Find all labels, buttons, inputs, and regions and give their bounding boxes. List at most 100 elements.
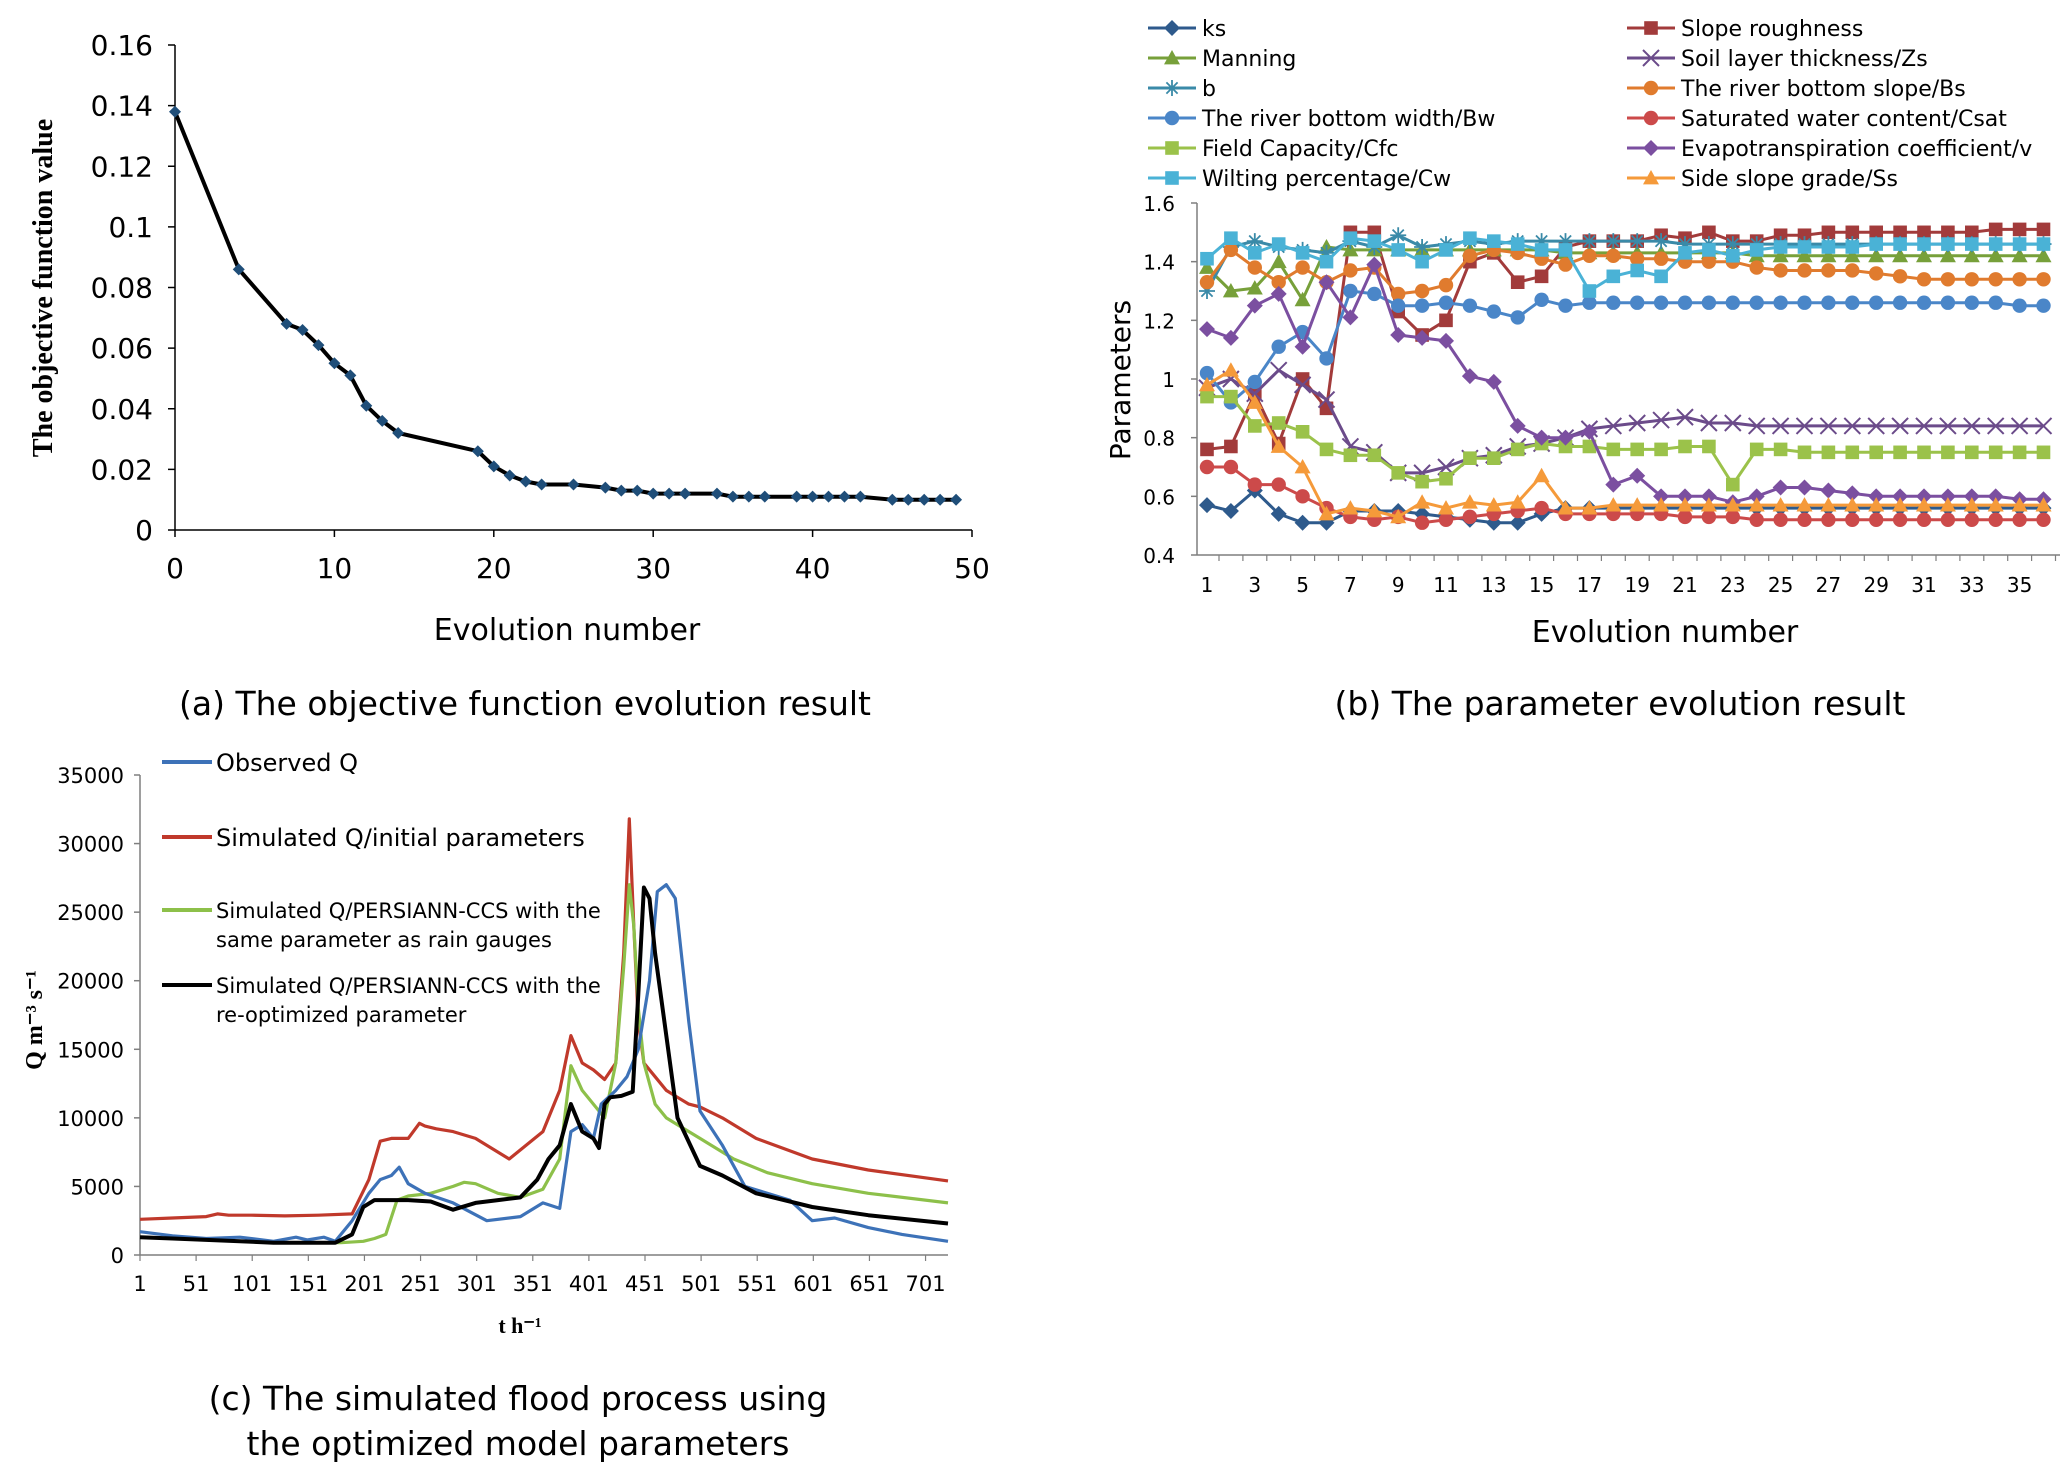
panel-b-x-axis-label: Evolution number: [1532, 615, 1799, 650]
panel-b-point-field-capacity-cfc: [1582, 439, 1597, 454]
panel-b-point-side-slope-grade-ss: [1246, 394, 1263, 409]
panel-b-point-soil-layer-thickness-zs: [1604, 417, 1623, 435]
panel-b-series-the-river-bottom-slope-bs: [1199, 242, 2051, 302]
panel-b-point-slope-roughness: [1702, 225, 1716, 240]
panel-b-point-the-river-bottom-width-bw: [1367, 286, 1382, 302]
panel-c-x-tick-label: 401: [569, 1272, 609, 1296]
panel-b-point-the-river-bottom-slope-bs: [1845, 263, 1860, 278]
panel-b-point-evapotranspiration-coefficient-v: [1222, 329, 1239, 346]
panel-b-point-slope-roughness: [1917, 225, 1931, 240]
panel-b-point-the-river-bottom-width-bw: [1343, 283, 1358, 299]
panel-b-point-field-capacity-cfc: [1845, 445, 1860, 460]
panel-b-point-field-capacity-cfc: [1558, 439, 1573, 454]
panel-b-point-field-capacity-cfc: [1917, 445, 1931, 460]
panel-b-point-evapotranspiration-coefficient-v: [1892, 488, 1909, 505]
panel-b-point-side-slope-grade-ss: [1629, 497, 1646, 512]
panel-a-data-point: [344, 369, 357, 382]
panel-b-point-field-capacity-cfc: [1367, 448, 1382, 463]
panel-b-point-field-capacity-cfc: [1702, 439, 1716, 454]
panel-b-point-manning: [1892, 247, 1909, 263]
panel-b-point-side-slope-grade-ss: [1772, 497, 1789, 512]
panel-b-series-side-slope-grade-ss: [1199, 362, 2052, 524]
panel-b-point-soil-layer-thickness-zs: [1986, 417, 2005, 435]
panel-a-data-point: [631, 484, 644, 497]
panel-b-point-soil-layer-thickness-zs: [1700, 414, 1718, 432]
panel-b-point-evapotranspiration-coefficient-v: [1199, 321, 1215, 338]
panel-b-point-manning: [1199, 259, 1215, 274]
panel-b-x-tick-label: 29: [1863, 573, 1888, 597]
panel-b-point-manning: [1987, 247, 2004, 263]
panel-b-point-evapotranspiration-coefficient-v: [1390, 327, 1407, 343]
panel-c-line-simulated-q-persiann-ccs-with-the-same-parameter-as-rain-gauges: [139, 883, 949, 1245]
panel-b-point-side-slope-grade-ss: [1199, 376, 1215, 392]
panel-a-y-tick-label: 0: [135, 514, 153, 547]
panel-b-y-tick-label: 1.4: [1143, 251, 1175, 275]
panel-c-x-tick-label: 601: [793, 1272, 833, 1296]
panel-b-point-evapotranspiration-coefficient-v: [1939, 488, 1956, 505]
panel-b-point-the-river-bottom-width-bw: [1940, 295, 1956, 310]
panel-b-point-wilting-percentage-cw: [1869, 237, 1883, 251]
panel-b-point-field-capacity-cfc: [1965, 445, 1979, 460]
legend-marker-slope-roughness: [1644, 21, 1658, 35]
panel-a-x-tick-label: 50: [954, 552, 990, 585]
panel-b-point-soil-layer-thickness-zs: [1771, 417, 1790, 435]
panel-b-point-side-slope-grade-ss: [1939, 497, 1956, 512]
panel-b-point-the-river-bottom-slope-bs: [1391, 286, 1406, 302]
panel-b-series-field-capacity-cfc: [1200, 389, 2051, 492]
panel-b-point-the-river-bottom-slope-bs: [1462, 248, 1478, 263]
panel-b-point-evapotranspiration-coefficient-v: [1653, 488, 1670, 505]
panel-b-point-the-river-bottom-width-bw: [1821, 295, 1836, 310]
panel-b-point-manning: [1772, 247, 1789, 263]
panel-b-point-evapotranspiration-coefficient-v: [1461, 368, 1478, 385]
panel-a-data-point: [758, 490, 771, 503]
panel-b-point-the-river-bottom-width-bw: [1319, 351, 1334, 366]
panel-b-point-soil-layer-thickness-zs: [1724, 414, 1742, 432]
panel-b-point-side-slope-grade-ss: [1653, 497, 1670, 512]
panel-b-point-the-river-bottom-width-bw: [1271, 339, 1286, 354]
panel-b-point-the-river-bottom-width-bw: [1486, 304, 1502, 319]
panel-b-point-wilting-percentage-cw: [1319, 254, 1334, 269]
panel-b-point-the-river-bottom-slope-bs: [1295, 260, 1310, 275]
panel-b-point-manning: [1796, 247, 1813, 263]
panel-b-point-slope-roughness: [1988, 222, 2003, 237]
panel-b-point-saturated-water-content-csat: [1438, 512, 1454, 527]
panel-b-point-side-slope-grade-ss: [1461, 494, 1478, 509]
panel-b-point-evapotranspiration-coefficient-v: [1318, 274, 1335, 291]
panel-b-x-tick-label: 33: [1959, 573, 1984, 597]
panel-b-point-evapotranspiration-coefficient-v: [1246, 297, 1263, 314]
panel-a-data-point: [726, 490, 739, 503]
panel-b-point-evapotranspiration-coefficient-v: [1557, 429, 1574, 446]
panel-b-point-saturated-water-content-csat: [1964, 512, 1980, 527]
panel-b-point-side-slope-grade-ss: [1390, 508, 1407, 524]
panel-b-point-field-capacity-cfc: [2036, 445, 2051, 460]
panel-b-point-wilting-percentage-cw: [1821, 240, 1836, 254]
panel-b-point-the-river-bottom-slope-bs: [2012, 272, 2027, 287]
panel-a-data-point: [886, 493, 899, 506]
panel-b-point-saturated-water-content-csat: [1199, 459, 1215, 475]
legend-label-evapotranspiration-coefficient-v: Evapotranspiration coefficient/v: [1681, 137, 2032, 162]
panel-b-point-saturated-water-content-csat: [1414, 515, 1430, 530]
panel-b-point-soil-layer-thickness-zs: [2034, 417, 2053, 435]
panel-b-point-slope-roughness: [1224, 439, 1238, 454]
panel-b-point-the-river-bottom-slope-bs: [1940, 272, 1956, 287]
panel-a-y-tick-label: 0.06: [91, 332, 153, 365]
legend-marker-field-capacity-cfc: [1165, 141, 1179, 155]
panel-b-point-saturated-water-content-csat: [1797, 512, 1812, 527]
panel-b-point-wilting-percentage-cw: [1773, 240, 1788, 254]
panel-b-y-tick-label: 1: [1162, 368, 1175, 392]
panel-b-point-field-capacity-cfc: [1319, 442, 1334, 457]
panel-b-point-soil-layer-thickness-zs: [1628, 414, 1646, 432]
panel-b-point-field-capacity-cfc: [1606, 442, 1621, 457]
panel-b-point-ks: [1222, 503, 1239, 519]
panel-a-y-axis-label: The objective function value: [28, 119, 59, 457]
panel-b-point-side-slope-grade-ss: [1677, 497, 1693, 512]
panel-b-point-the-river-bottom-slope-bs: [1892, 269, 1908, 284]
panel-b-point-evapotranspiration-coefficient-v: [1438, 332, 1454, 349]
panel-b-point-the-river-bottom-width-bw: [1391, 298, 1406, 313]
panel-a-data-point: [790, 490, 803, 503]
panel-b-point-the-river-bottom-slope-bs: [2036, 272, 2051, 287]
panel-b-point-wilting-percentage-cw: [1487, 234, 1501, 248]
panel-b-point-evapotranspiration-coefficient-v: [1700, 488, 1717, 505]
panel-c-x-tick-label: 101: [232, 1272, 272, 1296]
